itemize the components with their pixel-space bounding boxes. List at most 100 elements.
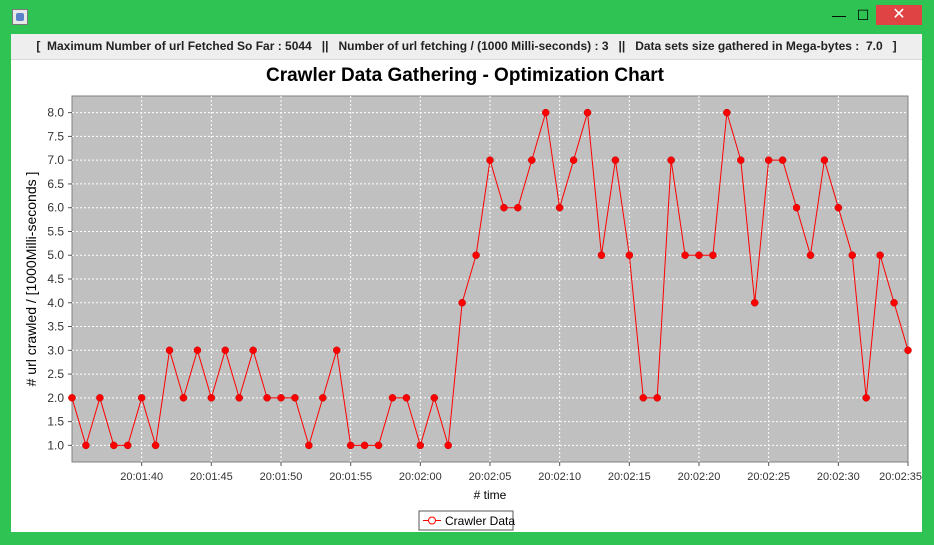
x-tick-label: 20:02:25 <box>747 471 790 483</box>
data-point <box>597 251 606 259</box>
data-point <box>319 394 327 402</box>
data-point <box>750 299 759 307</box>
data-point <box>820 156 829 164</box>
y-axis: 1.0 1.5 2.0 2.5 3.0 3.5 4.0 4.5 5.0 5.5 6.0 6.5 7.0 7… <box>47 106 72 452</box>
data-point <box>486 156 494 164</box>
data-point <box>667 156 675 164</box>
data-point <box>834 203 843 212</box>
data-point <box>904 346 912 355</box>
data-point <box>374 441 383 450</box>
y-tick-label: 3.0 <box>47 343 64 357</box>
data-point <box>416 441 425 450</box>
data-point <box>179 394 188 402</box>
data-point <box>346 441 355 450</box>
window-content: [ Maximum Number of url Fetched So Far :… <box>11 34 922 532</box>
legend-label: Crawler Data <box>445 514 515 528</box>
data-point <box>723 108 731 117</box>
x-tick-label: 20:01:40 <box>120 471 163 483</box>
data-point <box>68 394 76 402</box>
y-tick-label: 6.5 <box>47 177 64 191</box>
title-bar[interactable]: — ☐ ✕ <box>0 0 934 34</box>
legend: Crawler Data <box>418 510 515 531</box>
data-point <box>528 156 536 164</box>
chart-title: Crawler Data Gathering - Optimization Ch… <box>266 65 665 86</box>
maximize-button[interactable]: ☐ <box>856 7 870 23</box>
data-point <box>709 251 717 259</box>
y-tick-label: 7.0 <box>47 153 64 167</box>
data-point <box>332 346 341 355</box>
data-point <box>569 156 578 164</box>
data-point <box>778 156 787 164</box>
data-point <box>458 299 466 307</box>
x-tick-label: 20:02:15 <box>608 471 651 483</box>
data-point <box>876 251 884 259</box>
data-point <box>123 441 132 450</box>
y-tick-label: 5.0 <box>47 248 64 262</box>
x-tick-label: 20:02:20 <box>678 471 721 483</box>
chart: Crawler Data Gathering - Optimization Ch… <box>23 65 922 531</box>
data-point <box>221 346 230 355</box>
data-point <box>82 441 90 450</box>
y-tick-label: 3.5 <box>47 320 64 334</box>
data-point <box>514 203 522 212</box>
data-point <box>737 156 745 164</box>
x-tick-label: 20:01:55 <box>329 471 372 483</box>
data-point <box>402 394 411 402</box>
data-point <box>792 203 801 212</box>
data-point <box>193 346 202 355</box>
x-axis: 20:01:40 20:01:45 20:01:50 20:01:55 20:02:00… <box>120 462 922 483</box>
y-tick-label: 1.5 <box>47 415 64 429</box>
y-tick-label: 4.0 <box>47 296 64 310</box>
data-point <box>305 441 313 450</box>
y-axis-label: # url crawled / [1000Milli-seconds ] <box>23 172 39 387</box>
x-axis-label: # time <box>474 488 507 502</box>
data-point <box>555 203 564 212</box>
data-point <box>110 441 118 450</box>
x-tick-label: 20:02:35 <box>879 471 922 483</box>
data-point <box>151 441 160 450</box>
data-point <box>806 251 815 259</box>
y-tick-label: 2.5 <box>47 367 64 381</box>
data-point <box>430 394 439 402</box>
data-point <box>291 394 299 402</box>
data-point <box>137 394 146 402</box>
java-app-icon[interactable] <box>12 9 28 25</box>
data-point <box>207 394 216 402</box>
status-bar: [ Maximum Number of url Fetched So Far :… <box>11 34 922 60</box>
y-tick-label: 4.5 <box>47 272 64 286</box>
data-point <box>639 394 648 402</box>
y-tick-label: 5.5 <box>47 224 64 238</box>
series-crawler-data <box>68 108 912 450</box>
x-tick-label: 20:02:00 <box>399 471 442 483</box>
data-point <box>583 108 592 117</box>
data-point <box>360 441 369 450</box>
data-point <box>500 203 508 212</box>
data-point <box>472 251 480 259</box>
y-tick-label: 8.0 <box>47 106 64 120</box>
data-point <box>848 251 857 259</box>
data-point <box>235 394 243 402</box>
minimize-button[interactable]: — <box>832 7 846 23</box>
data-point <box>96 394 104 402</box>
data-point <box>653 394 661 402</box>
data-point <box>277 394 285 402</box>
x-tick-label: 20:02:30 <box>817 471 860 483</box>
close-button[interactable]: ✕ <box>876 5 922 25</box>
data-point <box>890 299 898 307</box>
data-point <box>862 394 870 402</box>
x-tick-label: 20:02:05 <box>469 471 512 483</box>
y-tick-label: 2.0 <box>47 391 64 405</box>
y-tick-label: 6.0 <box>47 201 64 215</box>
data-point <box>388 394 397 402</box>
data-point <box>681 251 689 259</box>
x-tick-label: 20:01:45 <box>190 471 233 483</box>
data-point <box>695 251 703 259</box>
data-point <box>263 394 271 402</box>
data-point <box>249 346 257 355</box>
data-point <box>541 108 550 117</box>
data-point <box>764 156 773 164</box>
data-point <box>625 251 634 259</box>
data-point <box>611 156 620 164</box>
data-point <box>444 441 452 450</box>
